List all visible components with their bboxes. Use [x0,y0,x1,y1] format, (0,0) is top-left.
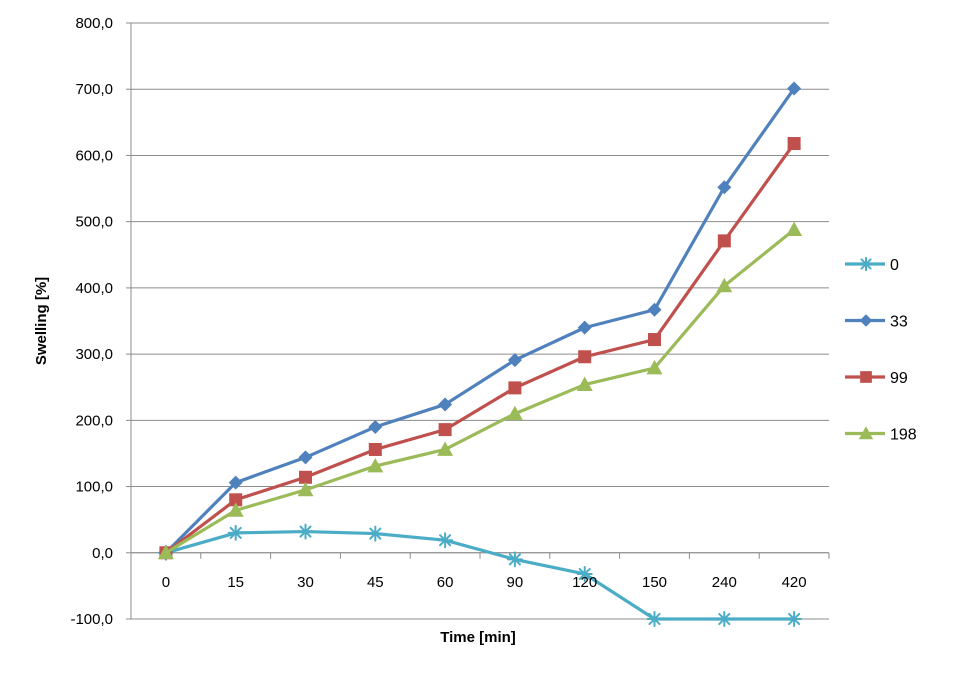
data-point [786,611,803,627]
data-point [229,493,243,507]
series-line [164,87,796,554]
data-point [717,180,732,195]
data-point [367,458,384,473]
y-tick-label: 300,0 [75,346,113,363]
data-point [506,405,523,421]
legend-item: 33 [845,314,908,331]
series-line [165,529,795,621]
data-point [787,137,801,151]
data-point [297,523,314,540]
data-point [157,544,174,560]
data-point [787,81,802,96]
data-point [858,256,874,272]
data-point [298,450,313,465]
legend-label: 33 [890,314,908,331]
tick-labels: -100,0 0,0 100,0 200,0 300,0 400,0 500,0 600,0 7… [70,15,806,628]
data-point [716,277,733,293]
x-tick-label: 30 [297,574,314,591]
data-point [716,611,733,627]
data-point [506,551,523,568]
data-point [576,565,593,582]
x-tick-label: 120 [572,574,597,591]
series-line [164,142,796,555]
x-tick-label: 420 [782,574,807,591]
data-point [646,360,663,375]
data-point [368,419,383,434]
data-point [646,611,663,627]
series-198 [157,221,803,560]
data-point [227,502,244,517]
x-tick-label: 90 [507,574,524,591]
legend-item: 0 [845,256,899,274]
data-point [438,423,452,437]
data-point [297,481,314,497]
axes [126,22,830,620]
data-point [437,532,454,549]
y-tick-label: 800,0 [75,15,113,32]
x-axis-title: Time [min] [440,629,516,646]
data-point [648,333,661,347]
series-0 [157,523,803,627]
x-tick-label: 150 [642,574,667,591]
x-tick-label: 60 [437,574,454,591]
data-point [860,371,872,383]
data-point [577,320,592,335]
x-tick-label: 240 [712,574,737,591]
y-tick-label: 600,0 [75,147,113,164]
data-point [647,302,662,317]
series-lines [157,81,803,627]
y-tick-label: 200,0 [75,412,113,429]
y-tick-label: 400,0 [75,280,113,297]
data-point [786,221,803,237]
legend-label: 0 [890,257,899,274]
series-line [165,228,796,555]
data-point [438,397,453,412]
data-point [858,426,874,440]
data-point [437,441,454,456]
data-point [717,234,731,248]
data-point [859,314,873,327]
data-point [507,353,522,368]
data-point [299,470,312,484]
legend-item: 99 [845,370,908,387]
legend-label: 99 [890,370,908,387]
x-tick-label: 0 [162,574,170,591]
legend-item: 198 [845,426,917,444]
y-tick-label: 700,0 [75,81,113,98]
legend: 0 33 99 198 [845,256,917,444]
y-tick-label: -100,0 [70,611,113,628]
y-axis-title: Swelling [%] [33,277,50,365]
series-99 [159,137,801,560]
y-tick-label: 500,0 [75,214,113,231]
legend-label: 198 [890,427,917,444]
data-point [228,475,243,490]
y-tick-label: 100,0 [75,479,113,496]
data-point [368,442,382,456]
data-point [367,525,384,542]
data-point [578,350,592,364]
series-33 [158,81,802,560]
x-tick-label: 15 [227,574,244,591]
data-point [508,381,522,395]
data-point [227,524,244,541]
y-tick-label: 0,0 [92,545,113,562]
data-point [576,376,593,391]
x-tick-label: 45 [367,574,384,591]
